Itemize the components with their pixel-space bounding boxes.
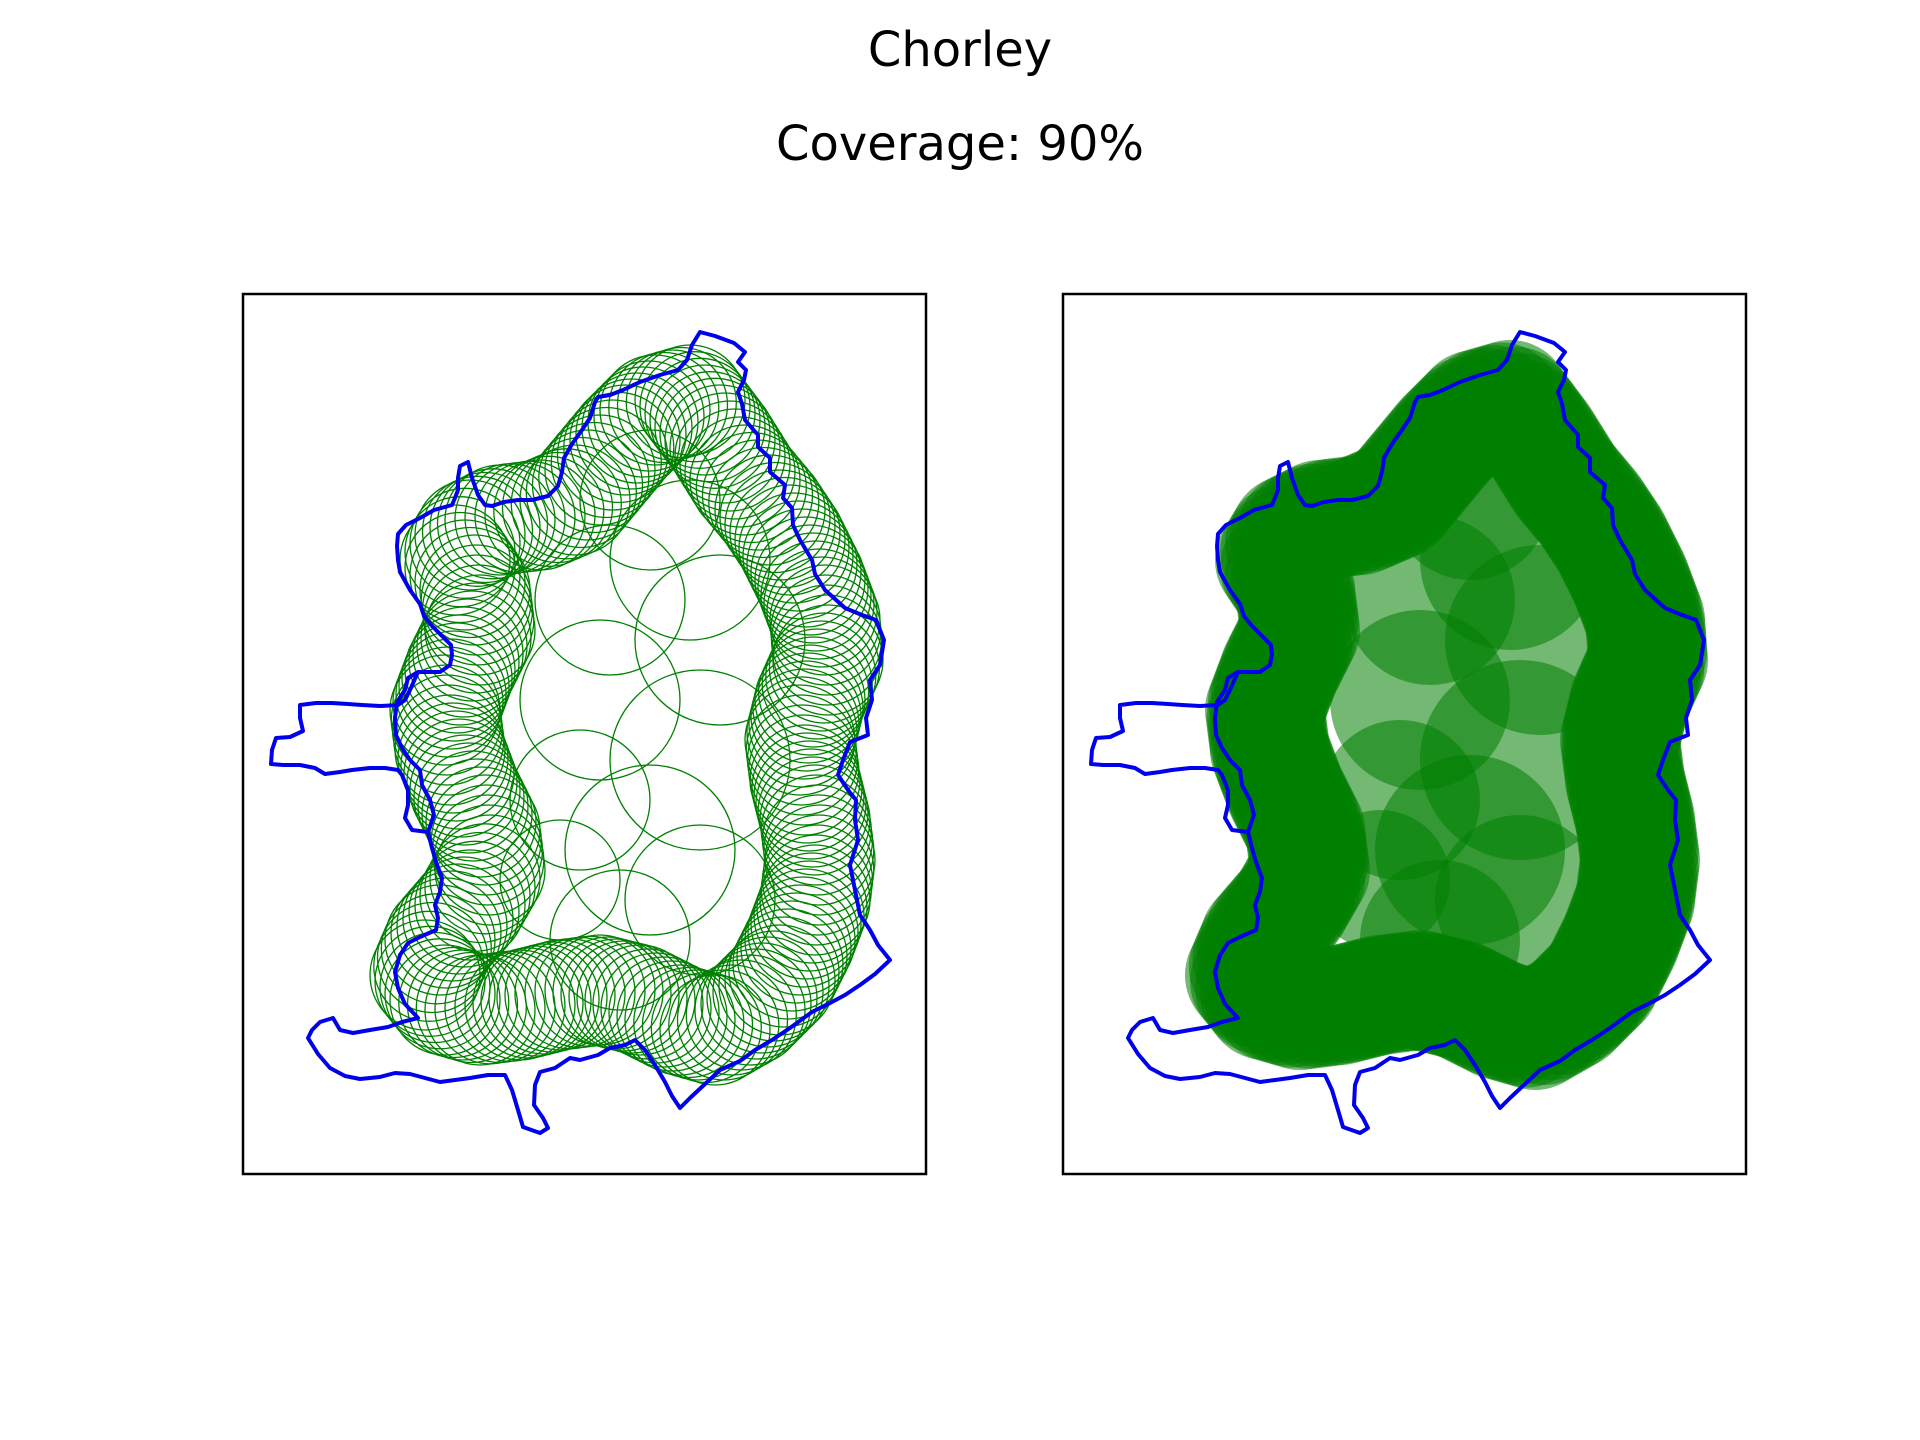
coverage-circle bbox=[747, 876, 859, 988]
coverage-circle bbox=[608, 956, 720, 1068]
coverage-circle bbox=[676, 964, 789, 1076]
coverage-circle bbox=[429, 471, 541, 584]
coverage-circle bbox=[712, 936, 824, 1048]
coverage-circle bbox=[624, 824, 776, 976]
coverage-circle bbox=[674, 400, 786, 512]
coverage-circle bbox=[759, 844, 871, 956]
coverage-circle bbox=[556, 399, 669, 511]
coverage-circle bbox=[400, 710, 512, 822]
coverage-circle bbox=[373, 910, 485, 1022]
coverage-circle bbox=[659, 377, 771, 489]
coverage-circle bbox=[708, 446, 820, 559]
coverage-circle bbox=[750, 516, 862, 628]
panel-left bbox=[241, 292, 928, 1176]
coverage-circle bbox=[755, 748, 867, 860]
panel-right bbox=[1061, 292, 1748, 1176]
coverage-circle bbox=[415, 951, 527, 1064]
coverage-circle bbox=[757, 532, 869, 644]
coverage-circle bbox=[519, 619, 681, 781]
coverage-circle bbox=[738, 492, 850, 604]
coverage-circle bbox=[403, 718, 515, 830]
coverage-circle bbox=[734, 484, 846, 596]
coverage-circle bbox=[748, 668, 860, 780]
coverage-circle bbox=[413, 742, 525, 854]
coverage-circle bbox=[424, 831, 536, 944]
coverage-circle bbox=[579, 429, 721, 571]
coverage-circle bbox=[397, 702, 509, 814]
coverage-circle bbox=[593, 360, 705, 472]
coverage-circle bbox=[740, 892, 852, 1004]
coverage-circle bbox=[609, 669, 791, 851]
coverage-circle bbox=[414, 479, 526, 591]
coverage-circle bbox=[729, 476, 841, 589]
coverage-circle bbox=[634, 554, 806, 726]
coverage-disc bbox=[1360, 860, 1520, 1020]
coverage-circle bbox=[531, 429, 644, 541]
coverage-circle bbox=[409, 487, 521, 599]
coverage-circle bbox=[616, 349, 729, 461]
coverage-circle bbox=[525, 436, 637, 549]
coverage-circle bbox=[744, 884, 856, 996]
coverage-circle bbox=[408, 856, 520, 968]
coverage-circle bbox=[625, 346, 737, 459]
coverage-circle bbox=[765, 620, 877, 732]
coverage-circle bbox=[493, 455, 605, 567]
coverage-circle bbox=[560, 938, 672, 1050]
coverage-circle bbox=[414, 849, 526, 961]
coverage-circle bbox=[608, 351, 720, 464]
coverage-circle bbox=[396, 870, 508, 982]
coverage-circle bbox=[412, 598, 524, 710]
coverage-circle bbox=[694, 954, 806, 1066]
coverage-circle bbox=[609, 479, 771, 641]
coverage-circle bbox=[509, 729, 651, 871]
coverage-circle bbox=[421, 475, 534, 587]
coverage-circle bbox=[649, 364, 761, 476]
coverage-circle bbox=[719, 461, 831, 574]
district-boundary-right bbox=[1089, 330, 1712, 1135]
coverage-circle bbox=[436, 468, 549, 580]
coverage-circle bbox=[754, 524, 866, 636]
coverage-circle bbox=[510, 448, 622, 560]
coverage-circle bbox=[654, 371, 766, 483]
coverage-circles-outline bbox=[369, 344, 884, 1086]
coverage-circle bbox=[669, 392, 781, 504]
coverage-circle bbox=[728, 916, 840, 1028]
coverage-circle bbox=[534, 524, 686, 676]
coverage-circle bbox=[389, 944, 501, 1056]
district-boundary-left bbox=[269, 330, 892, 1135]
coverage-circle bbox=[756, 852, 868, 964]
coverage-circle bbox=[659, 974, 771, 1086]
coverage-circle bbox=[766, 556, 878, 668]
coverage-circle bbox=[569, 384, 681, 496]
figure-subtitle: Coverage: 90% bbox=[775, 116, 1145, 172]
coverage-circle bbox=[374, 925, 486, 1037]
coverage-circle bbox=[599, 354, 711, 466]
coverage-circle bbox=[564, 764, 736, 936]
coverage-circle bbox=[406, 726, 518, 838]
figure-title: Chorley bbox=[867, 22, 1053, 78]
coverage-circle bbox=[499, 819, 621, 941]
coverage-circle bbox=[484, 459, 596, 571]
coverage-circle bbox=[624, 964, 736, 1076]
coverage-circle bbox=[549, 869, 691, 1011]
coverage-circle bbox=[402, 863, 514, 975]
coverage-circle bbox=[425, 766, 537, 878]
coverage-circles-filled bbox=[1185, 340, 1708, 1090]
